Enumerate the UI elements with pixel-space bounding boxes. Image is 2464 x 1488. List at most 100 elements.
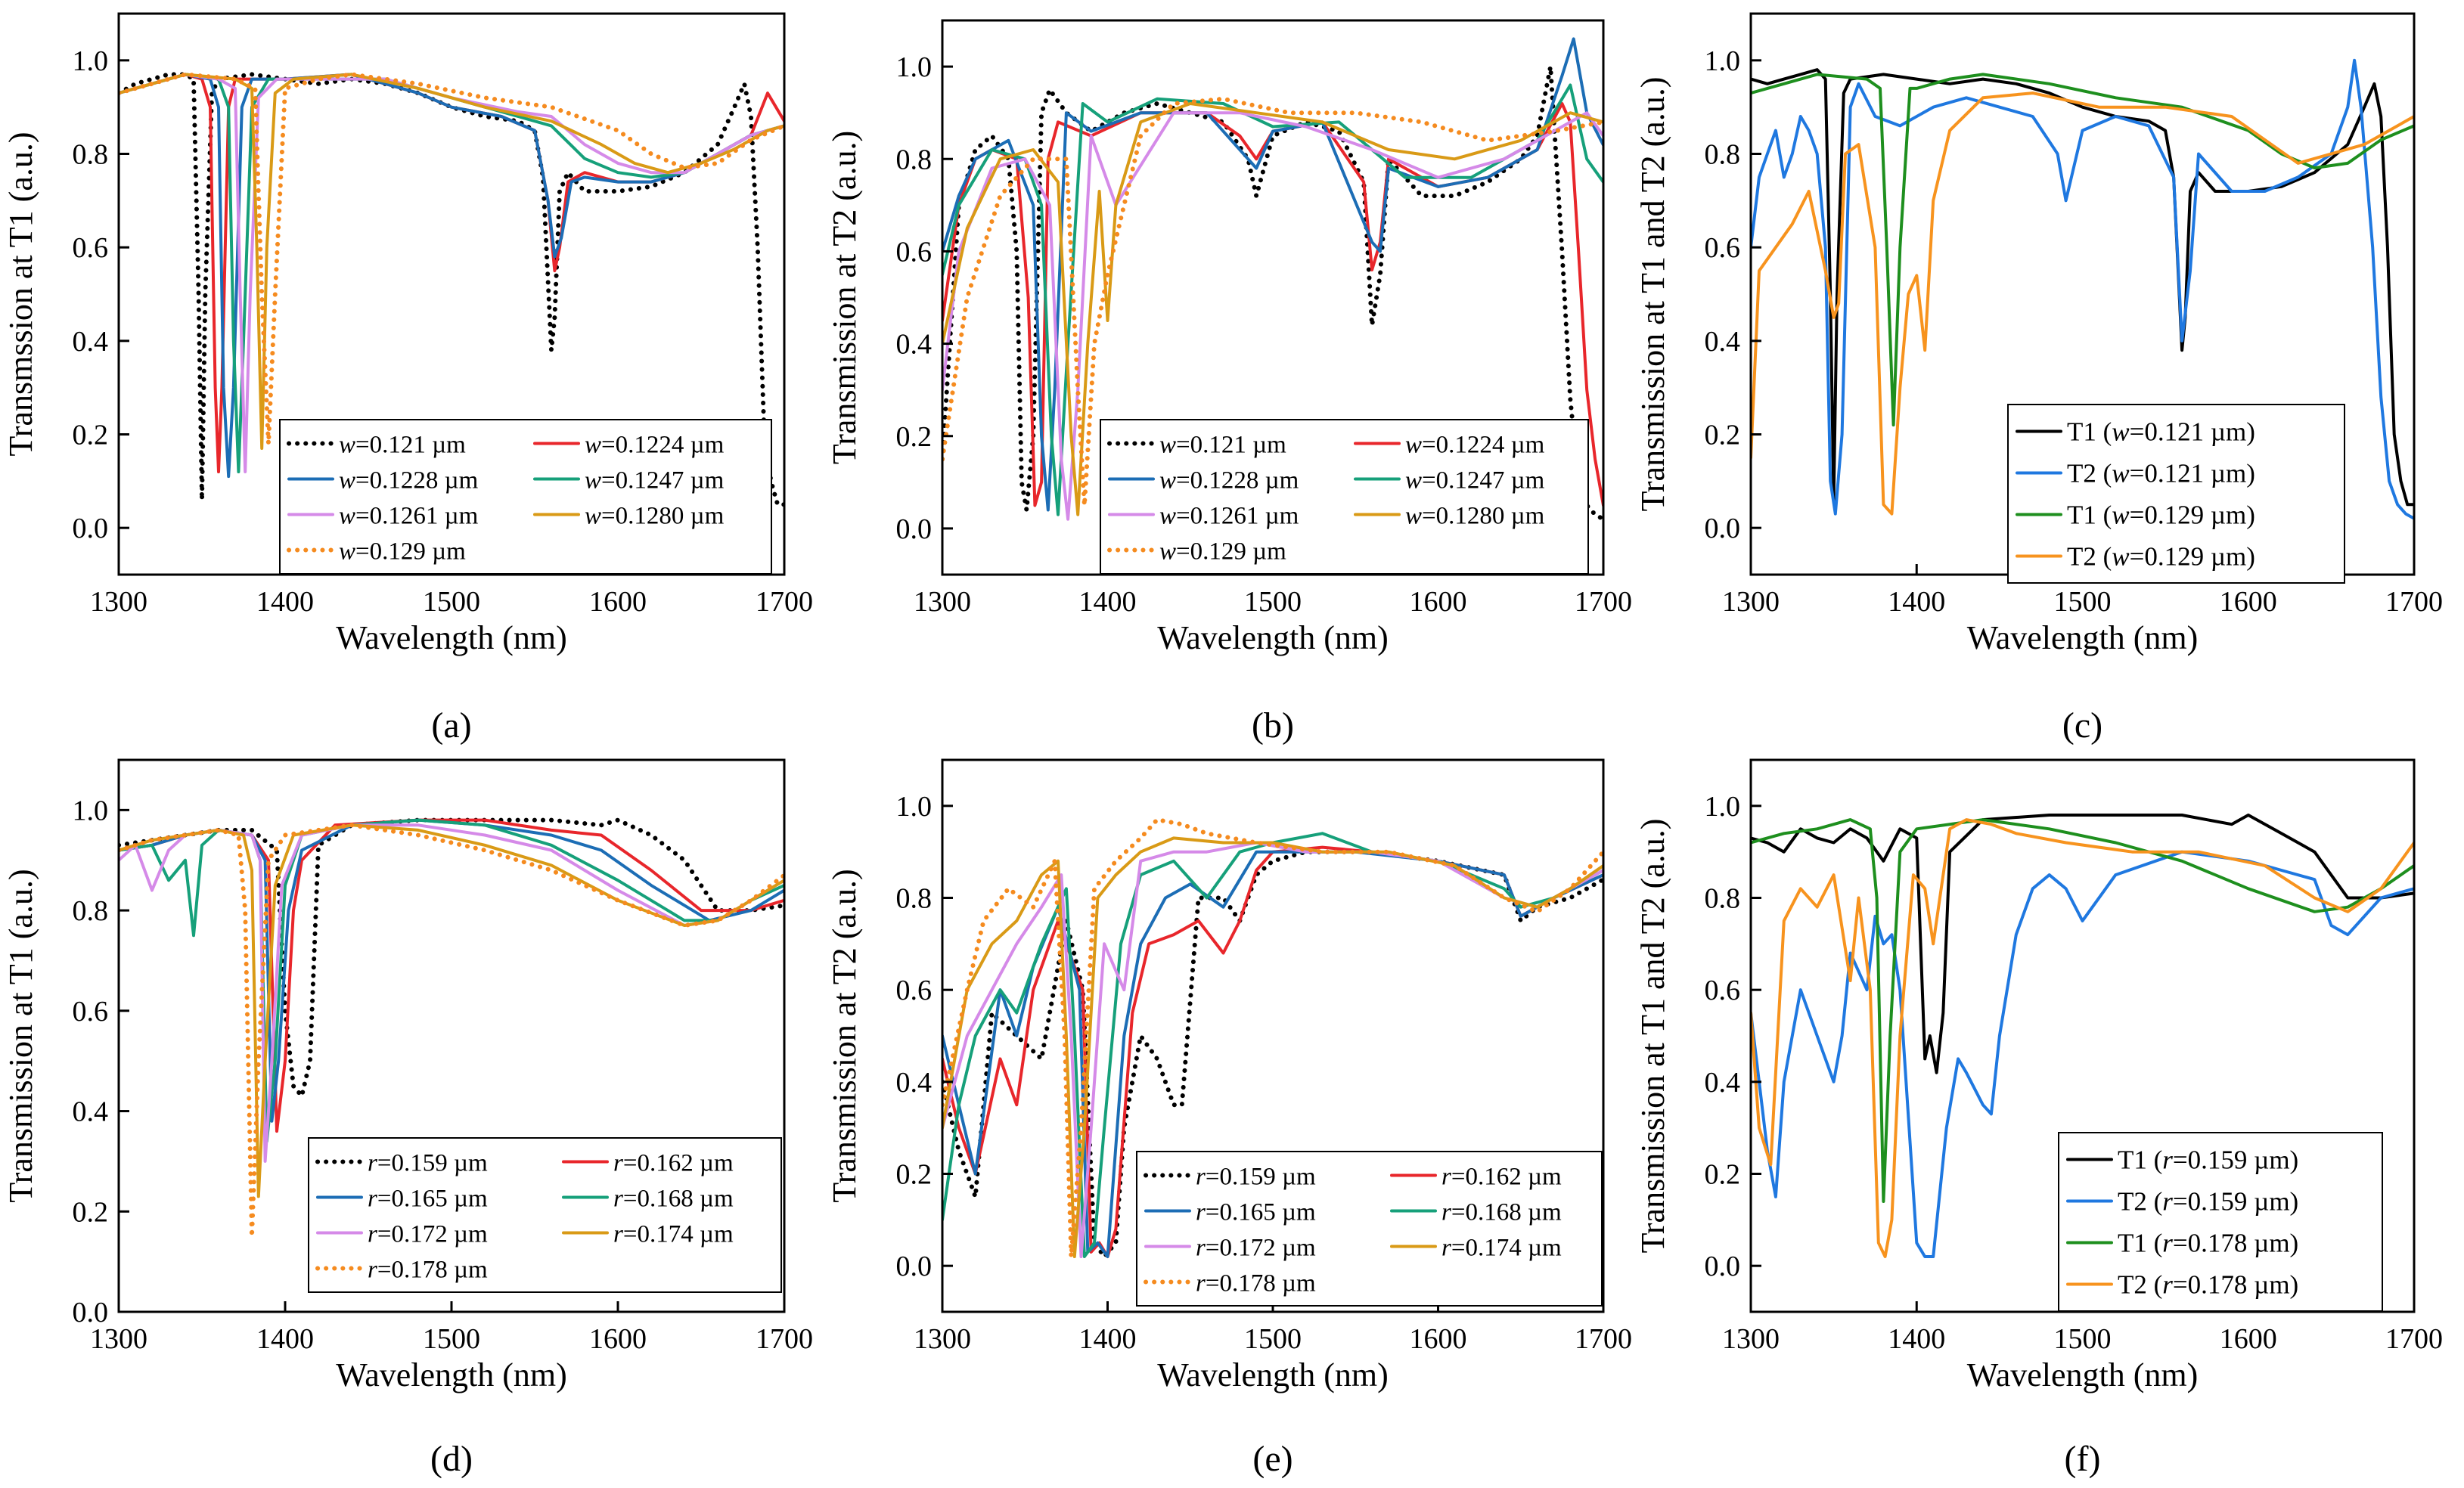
series-group (1751, 58, 2414, 520)
x-tick-label: 1300 (914, 1323, 971, 1355)
legend-label: w=0.1224 µm (585, 432, 725, 459)
x-tick-label: 1500 (1244, 586, 1302, 618)
legend-label: r=0.174 µm (613, 1221, 734, 1248)
legend-box (279, 419, 772, 575)
y-axis-title: Transmssion at T1 (a.u.) (2, 132, 39, 457)
legend-label: w=0.129 µm (1159, 538, 1286, 566)
x-tick-label: 1700 (2385, 586, 2443, 618)
series-group (119, 72, 784, 507)
series-line-7 (942, 817, 1603, 1259)
series-line-7 (119, 823, 784, 1239)
panel-label: (d) (430, 1439, 473, 1479)
panel-c: 1300 1400 1500 1600 1700 0.0 0.2 0.4 0.6 0.8 1.0 Wa… (1634, 12, 2443, 746)
y-tick-label: 0.2 (73, 420, 109, 451)
x-tick-label: 1300 (914, 586, 971, 618)
legend-box (2058, 1132, 2383, 1312)
legend-label: r=0.172 µm (1196, 1235, 1316, 1262)
legend-label: T1 (r=0.178 µm) (2118, 1229, 2298, 1258)
x-tick-label: 1400 (1888, 1323, 1945, 1355)
y-tick-label: 0.6 (896, 975, 933, 1006)
legend: w=0.121 µm w=0.1224 µm w=0.1228 µm w=0.1247… (279, 419, 772, 575)
panel-label: (b) (1252, 705, 1294, 746)
y-tick-label: 0.4 (896, 1067, 933, 1099)
x-tick-label: 1600 (589, 1323, 647, 1355)
y-tick-label: 0.8 (896, 883, 933, 915)
legend-label: r=0.159 µm (1196, 1164, 1316, 1191)
x-tick-label: 1600 (1410, 1323, 1467, 1355)
x-tick-label: 1400 (256, 1323, 314, 1355)
series-line-1 (1751, 68, 2414, 507)
legend-label: r=0.168 µm (1441, 1199, 1562, 1226)
series-line-1 (942, 64, 1603, 522)
y-tick-label: 0.0 (896, 1251, 933, 1282)
legend-label: w=0.1247 µm (585, 467, 725, 494)
legend-label: T2 (w=0.129 µm) (2067, 542, 2255, 572)
x-axis-title: Wavelength (nm) (1967, 1356, 2199, 1393)
x-tick-label: 1500 (1244, 1323, 1302, 1355)
x-tick-label: 1700 (756, 1323, 813, 1355)
x-tick-label: 1500 (423, 586, 480, 618)
y-axis-title: Transmission at T1 and T2 (a.u.) (1634, 819, 1671, 1254)
legend-label: w=0.1261 µm (339, 503, 479, 530)
panel-b: 1300 1400 1500 1600 1700 0.0 0.2 0.4 0.6 0.8 1.0 Wa… (826, 19, 1632, 746)
y-tick-label: 0.6 (1705, 975, 1741, 1006)
series-line-4 (1751, 91, 2414, 516)
legend-box (1136, 1151, 1603, 1307)
legend-label: w=0.1247 µm (1405, 467, 1545, 494)
x-tick-label: 1400 (1079, 586, 1137, 618)
legend-label: w=0.121 µm (339, 432, 466, 459)
panel-label: (f) (2065, 1439, 2101, 1479)
legend-box (308, 1137, 782, 1293)
series-line-4 (1751, 818, 2414, 1258)
y-axis-title: Transmission at T1 (a.u.) (2, 869, 39, 1202)
panel-label: (a) (431, 705, 471, 746)
legend: w=0.121 µm w=0.1224 µm w=0.1228 µm w=0.1247… (1100, 419, 1589, 575)
y-tick-label: 0.2 (1705, 420, 1741, 451)
series-line-2 (942, 102, 1603, 507)
legend-label: w=0.1228 µm (339, 467, 479, 494)
x-tick-label: 1700 (756, 586, 813, 618)
y-tick-label: 0.6 (896, 236, 933, 268)
legend-label: r=0.165 µm (1196, 1199, 1316, 1226)
series-line-5 (119, 823, 784, 1163)
legend-label: T1 (r=0.159 µm) (2118, 1145, 2298, 1175)
y-tick-label: 0.0 (73, 513, 109, 544)
x-axis-title: Wavelength (nm) (336, 619, 567, 656)
x-tick-label: 1500 (423, 1323, 480, 1355)
y-tick-label: 0.2 (1705, 1159, 1741, 1191)
y-tick-label: 1.0 (1705, 791, 1741, 823)
series-line-2 (119, 818, 784, 1133)
legend-label: w=0.129 µm (339, 538, 466, 566)
y-tick-label: 0.4 (73, 326, 109, 358)
panel-f: 1300 1400 1500 1600 1700 0.0 0.2 0.4 0.6 0.8 1.0 Wa… (1634, 758, 2443, 1479)
y-tick-label: 0.2 (896, 421, 933, 453)
series-line-5 (942, 841, 1603, 1258)
legend-label: r=0.165 µm (368, 1186, 488, 1213)
legend-label: T2 (w=0.121 µm) (2067, 459, 2255, 488)
legend-label: w=0.1261 µm (1159, 503, 1299, 530)
series-group (942, 817, 1603, 1259)
y-tick-label: 0.0 (1705, 1251, 1741, 1282)
legend-label: r=0.159 µm (368, 1150, 488, 1177)
legend-label: r=0.168 µm (613, 1186, 734, 1213)
legend-label: T2 (r=0.159 µm) (2118, 1187, 2298, 1217)
legend-label: r=0.178 µm (1196, 1270, 1316, 1297)
series-group (119, 817, 784, 1239)
series-line-1 (1751, 814, 2414, 1074)
series-group (942, 37, 1603, 522)
y-tick-label: 1.0 (73, 795, 109, 826)
y-tick-label: 1.0 (73, 45, 109, 77)
y-axis-title: Transmission at T2 (a.u.) (826, 869, 863, 1202)
legend: r=0.159 µm r=0.162 µm r=0.165 µm r=0.168 µm… (1136, 1151, 1603, 1307)
legend-label: w=0.1224 µm (1405, 432, 1545, 459)
legend-label: T2 (r=0.178 µm) (2118, 1270, 2298, 1300)
panel-label: (c) (2062, 705, 2102, 746)
panel-a: 1300 1400 1500 1600 1700 0.0 0.2 0.4 0.6 0.8 1.0 Wa… (2, 12, 813, 746)
x-tick-label: 1300 (1722, 1323, 1780, 1355)
y-tick-label: 0.4 (73, 1096, 109, 1128)
x-tick-label: 1400 (1079, 1323, 1137, 1355)
legend-label: w=0.1228 µm (1159, 467, 1299, 494)
panel-label: (e) (1252, 1439, 1293, 1479)
legend-label: T1 (w=0.129 µm) (2067, 501, 2255, 530)
